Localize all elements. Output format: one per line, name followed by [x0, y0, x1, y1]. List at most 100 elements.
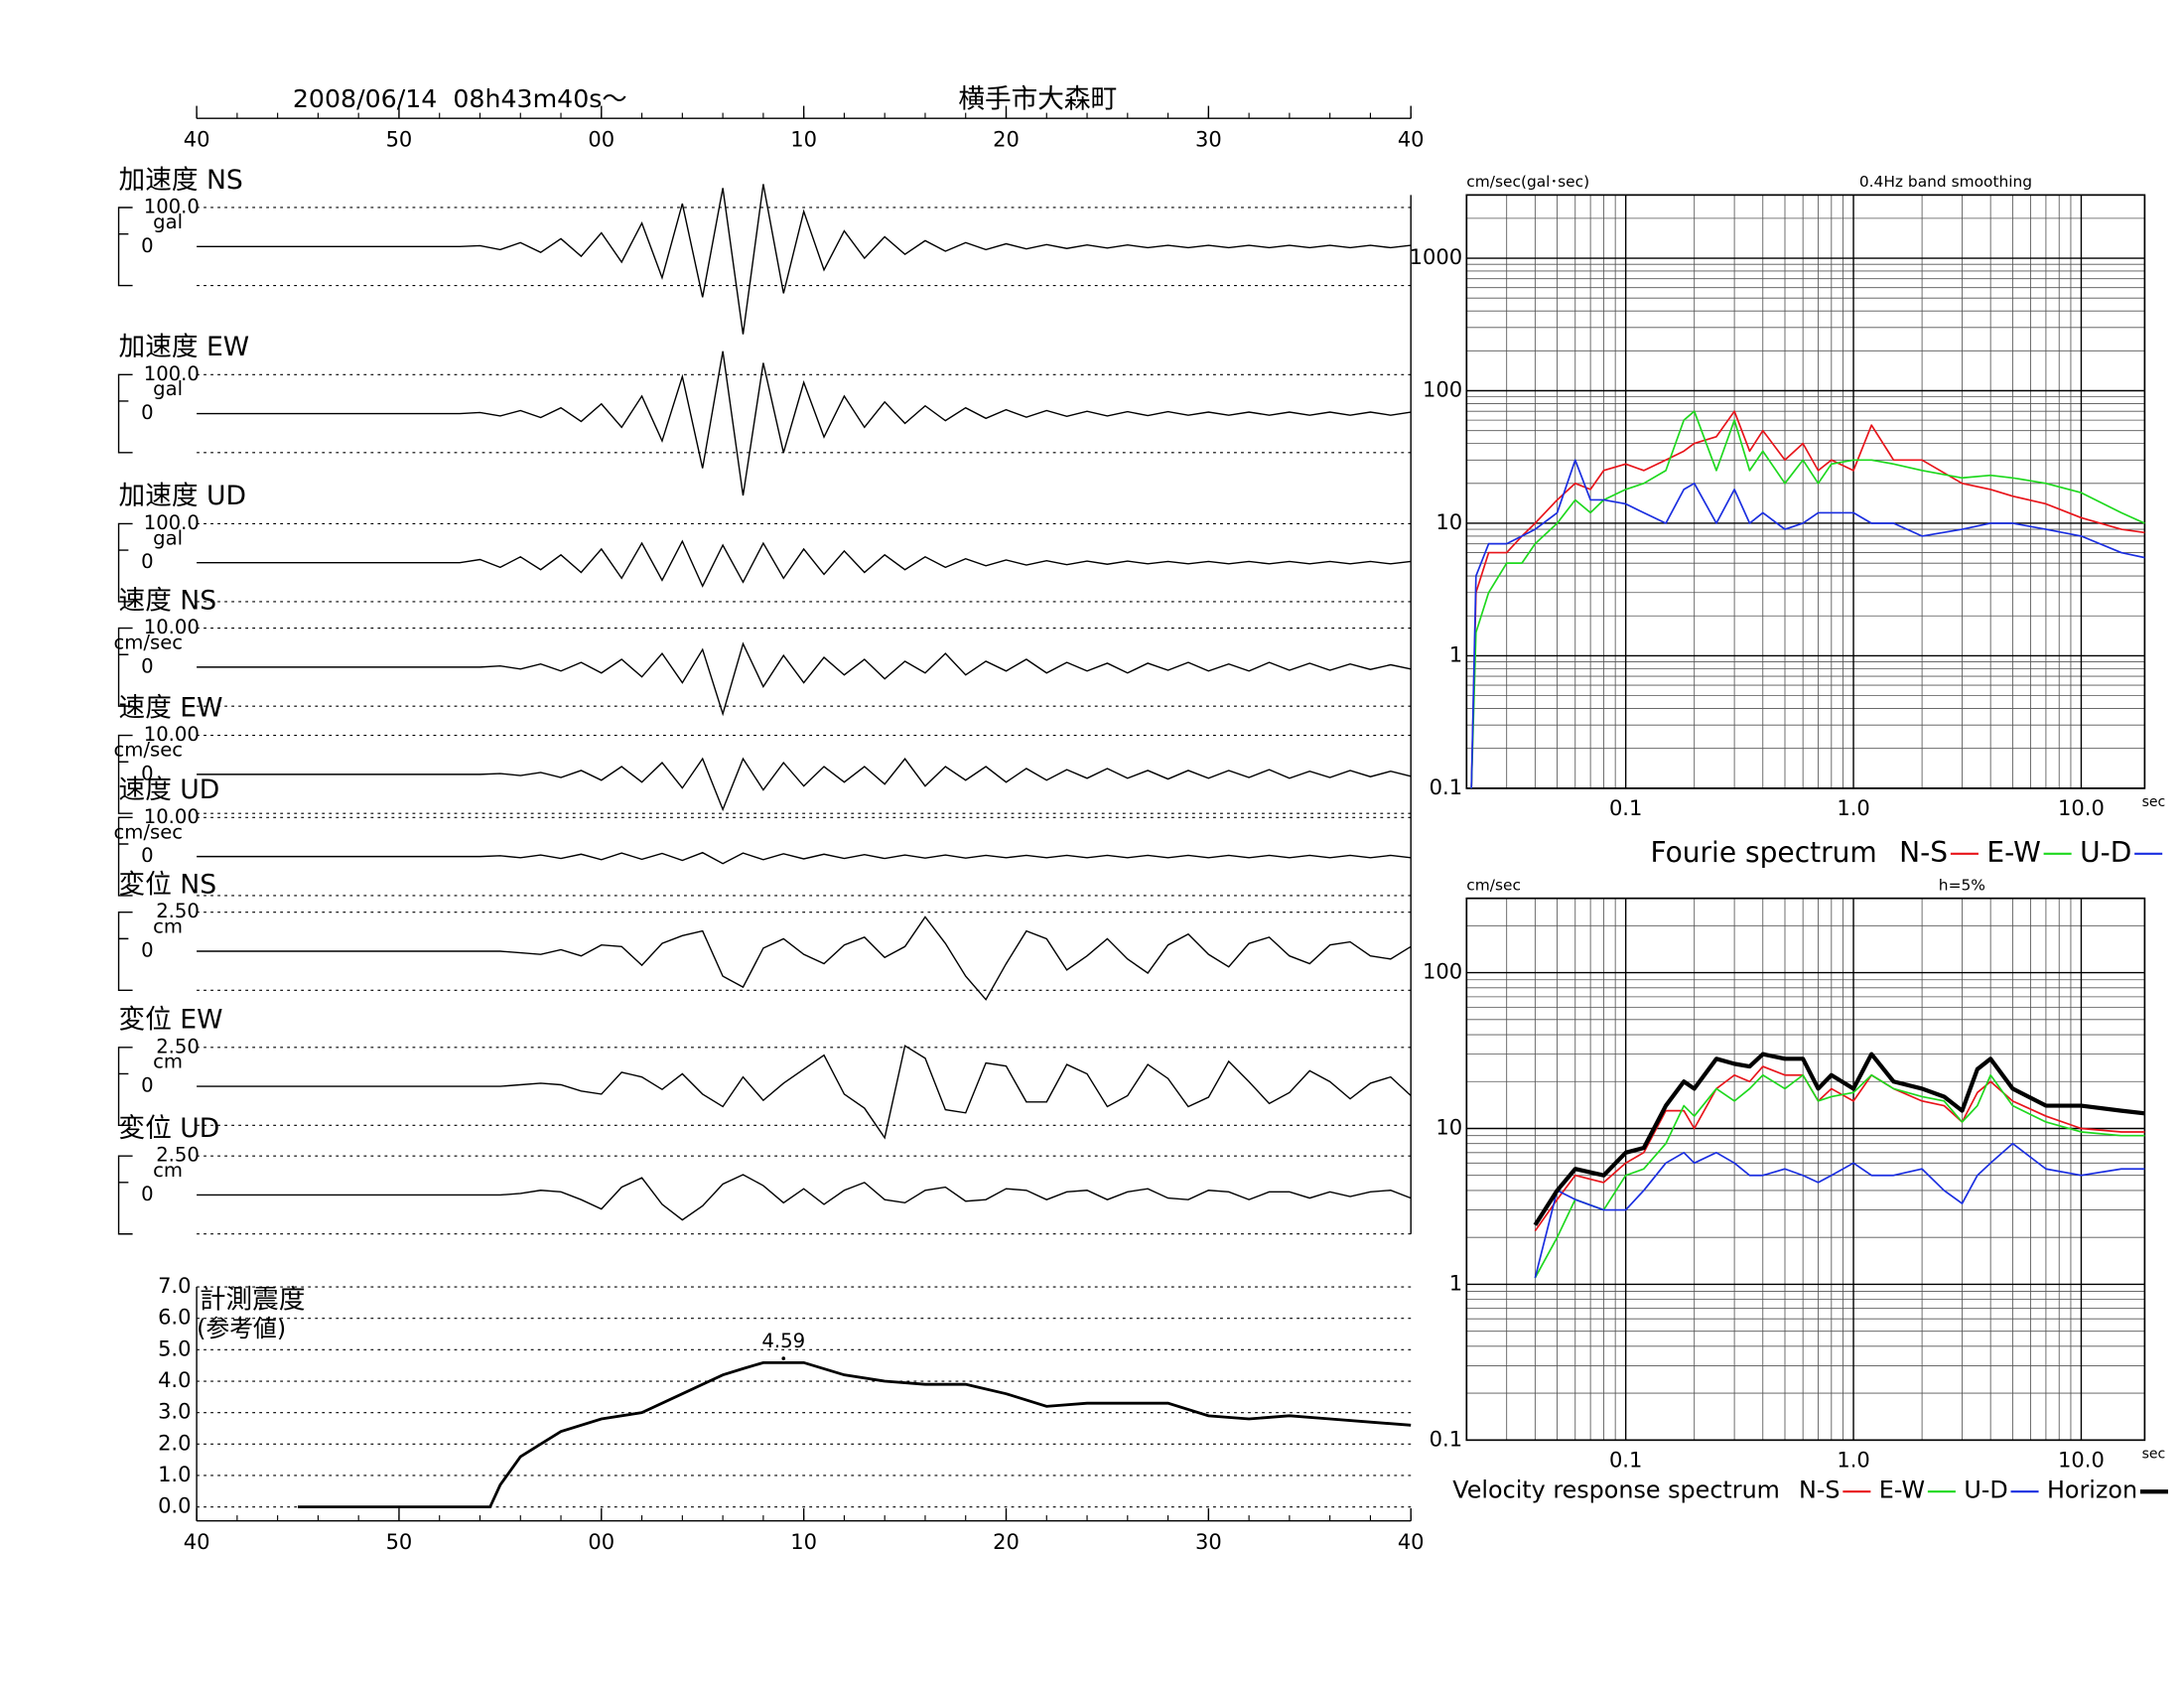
unit-label: cm/sec: [113, 632, 183, 654]
scale-bracket: [117, 816, 133, 897]
x-tick-label: 20: [993, 127, 1020, 152]
unit-label: gal: [153, 377, 183, 400]
spectrum-line: [1533, 1052, 2145, 1226]
scale-label: 10.00: [144, 723, 200, 746]
unit-label: gal: [153, 526, 183, 549]
scale-label: 10.00: [144, 616, 200, 638]
y-tick-label: 0.0: [158, 1493, 191, 1518]
station-name: 横手市大森町: [958, 83, 1117, 114]
waveform: [197, 351, 1412, 496]
x-tick-label: 00: [588, 127, 614, 152]
panel-label: 変位 NS: [119, 870, 217, 901]
y-tick-label: 1000: [1410, 244, 1462, 269]
legend-label: N-S: [1799, 1477, 1841, 1504]
y-tick-label: 1: [1449, 1270, 1462, 1295]
peak-label: 4.59: [761, 1330, 805, 1352]
note: 0.4Hz band smoothing: [1859, 173, 2032, 191]
x-tick-label: 1.0: [1837, 1447, 1869, 1472]
panel-label: 変位 UD: [119, 1113, 220, 1144]
zero-label: 0: [141, 654, 154, 677]
zero-label: 0: [141, 234, 154, 257]
y-tick-label: 2.0: [158, 1430, 191, 1455]
scale-bracket: [117, 627, 133, 707]
y-tick-label: 1.0: [158, 1462, 191, 1486]
x-tick-label: 40: [1398, 1529, 1425, 1554]
legend-label: Horizon: [2047, 1477, 2137, 1504]
y-tick-label: 10: [1435, 509, 1462, 534]
y-tick-label: 3.0: [158, 1399, 191, 1424]
waveform: [197, 1045, 1412, 1140]
waveform: [197, 851, 1412, 865]
panel-label: 加速度 NS: [119, 165, 243, 196]
spectrum-line: [1534, 1142, 2145, 1279]
y-tick-label: 100: [1423, 959, 1462, 984]
legend-label: U-D: [1964, 1477, 2007, 1504]
zero-label: 0: [141, 844, 154, 867]
legend-label: N-S: [1899, 836, 1948, 869]
y-tick-label: 5.0: [158, 1336, 191, 1360]
x-tick-label: 10.0: [2058, 795, 2105, 820]
y-tick-label: 10: [1435, 1114, 1462, 1139]
panel-label: 変位 EW: [119, 1005, 223, 1036]
panel-label: 加速度 UD: [119, 481, 246, 511]
peak-dot: [781, 1356, 786, 1360]
x-tick-label: 10: [790, 1529, 817, 1554]
x-tick-label: 10: [790, 127, 817, 152]
y-tick-label: 1: [1449, 641, 1462, 666]
chart-title: Velocity response spectrum: [1452, 1477, 1780, 1504]
x-tick-label: 40: [184, 1529, 210, 1554]
y-tick-label: 100: [1423, 377, 1462, 402]
unit-label: gal: [153, 211, 183, 233]
zero-label: 0: [141, 939, 154, 962]
waveform: [197, 915, 1412, 1001]
legend-label: E-W: [1986, 836, 2040, 869]
x-tick-label: 30: [1195, 127, 1222, 152]
y-tick-label: 4.0: [158, 1367, 191, 1392]
chart-title: Fourie spectrum: [1650, 836, 1876, 869]
zero-label: 0: [141, 762, 154, 784]
waveform: [197, 1174, 1412, 1221]
panel-label: 速度 NS: [119, 585, 217, 616]
x-tick-label: 40: [184, 127, 210, 152]
scale-label: 100.0: [144, 195, 200, 217]
y-axis-label: cm/sec: [1466, 877, 1521, 895]
chart-subtitle: (参考値): [197, 1315, 286, 1342]
scale-label: 100.0: [144, 362, 200, 385]
scale-bracket: [117, 1047, 133, 1127]
scale-bracket: [117, 734, 133, 814]
zero-label: 0: [141, 1074, 154, 1097]
zero-label: 0: [141, 401, 154, 424]
intensity-line: [298, 1360, 1412, 1509]
legend-label: E-W: [1879, 1477, 1925, 1504]
unit-label: cm: [153, 1159, 183, 1182]
spectrum-line: [1534, 1065, 2145, 1232]
scale-label: 100.0: [144, 511, 200, 534]
x-tick-label: 40: [1398, 127, 1425, 152]
plot-frame: [1465, 194, 2146, 789]
panel-label: 速度 UD: [119, 774, 220, 805]
spectrum-line: [1470, 459, 2145, 788]
scale-label: 2.50: [156, 900, 200, 922]
note: h=5%: [1939, 877, 1985, 895]
legend-label: U-D: [2080, 836, 2131, 869]
spectrum-line: [1470, 410, 2145, 788]
record-time: 2008/06/14 08h43m40s〜: [293, 84, 627, 113]
scale-bracket: [117, 373, 133, 454]
spectrum-line: [1534, 1073, 2145, 1279]
x-axis-label: sec: [2142, 794, 2166, 810]
x-tick-label: 1.0: [1837, 795, 1869, 820]
x-tick-label: 20: [993, 1529, 1020, 1554]
x-tick-label: 10.0: [2058, 1447, 2105, 1472]
zero-label: 0: [141, 550, 154, 573]
unit-label: cm: [153, 1051, 183, 1073]
scale-bracket: [117, 1155, 133, 1235]
x-tick-label: 50: [386, 127, 413, 152]
x-tick-label: 00: [588, 1529, 614, 1554]
x-tick-label: 0.1: [1609, 795, 1642, 820]
zero-label: 0: [141, 1183, 154, 1205]
waveform: [197, 539, 1412, 588]
x-axis-label: sec: [2142, 1446, 2166, 1462]
waveform: [197, 641, 1412, 717]
spectrum-line: [1470, 410, 2145, 788]
